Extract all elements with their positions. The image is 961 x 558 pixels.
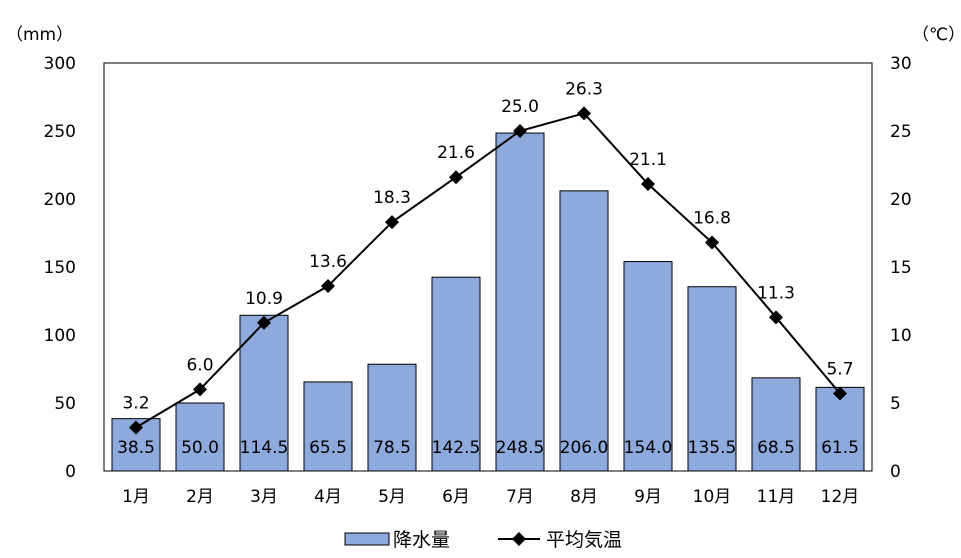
point-temperature: [193, 382, 207, 397]
bar-precipitation: [431, 276, 481, 472]
bar-precipitation: [559, 190, 609, 472]
point-value-label: 3.2: [122, 393, 149, 413]
point-value-label: 5.7: [826, 359, 853, 379]
x-tick-label: 12月: [821, 487, 860, 507]
bar-value-label: 206.0: [560, 438, 609, 458]
bar-precipitation: [239, 314, 289, 472]
bar-value-label: 61.5: [821, 438, 859, 458]
x-tick-label: 1月: [122, 487, 150, 507]
bar-value-label: 50.0: [181, 438, 219, 458]
point-temperature: [449, 170, 463, 185]
point-temperature: [129, 420, 143, 435]
bar-value-label: 154.0: [624, 438, 673, 458]
y-axis-right: 0 5 10 15 20 25 30: [890, 54, 912, 482]
point-value-label: 21.6: [437, 143, 475, 163]
point-temperature: [833, 386, 847, 401]
bar-value-label: 135.5: [688, 438, 737, 458]
y-axis-left-unit: （mm）: [6, 25, 73, 45]
y-right-tick-label: 10: [890, 326, 912, 346]
bar-value-label: 68.5: [757, 438, 795, 458]
point-value-label: 26.3: [565, 79, 603, 99]
x-tick-label: 9月: [634, 487, 662, 507]
x-tick-label: 8月: [570, 487, 598, 507]
bar-value-label: 78.5: [373, 438, 411, 458]
point-temperature: [257, 315, 271, 330]
bar-value-label: 142.5: [432, 438, 481, 458]
point-value-label: 18.3: [373, 188, 411, 208]
bar-precipitation: [495, 132, 545, 472]
point-value-label: 21.1: [629, 150, 667, 170]
y-left-tick-label: 200: [44, 190, 76, 210]
y-left-tick-label: 300: [44, 54, 76, 74]
legend-label-temperature: 平均気温: [546, 529, 622, 551]
y-left-tick-label: 250: [44, 122, 76, 142]
legend-swatch-bar: [344, 532, 390, 546]
y-right-tick-label: 25: [890, 122, 912, 142]
bar-value-label: 248.5: [496, 438, 545, 458]
point-temperature: [641, 177, 655, 192]
point-value-label: 16.8: [693, 209, 731, 229]
point-temperature: [577, 106, 591, 121]
x-tick-label: 11月: [757, 487, 796, 507]
bar-precipitation: [751, 377, 801, 472]
y-right-tick-label: 15: [890, 258, 912, 278]
y-left-tick-label: 150: [44, 258, 76, 278]
y-axis-left: 0 50 100 150 200 250 300: [44, 54, 76, 482]
point-value-label: 6.0: [186, 355, 213, 375]
x-tick-label: 5月: [378, 487, 406, 507]
point-temperature: [321, 279, 335, 294]
x-tick-label: 2月: [186, 487, 214, 507]
bar-value-label: 38.5: [117, 438, 155, 458]
y-right-tick-label: 20: [890, 190, 912, 210]
y-axis-right-unit: （℃）: [912, 25, 961, 45]
bar-value-label: 65.5: [309, 438, 347, 458]
y-right-tick-label: 0: [890, 462, 901, 482]
y-left-tick-label: 100: [44, 326, 76, 346]
legend-label-precipitation: 降水量: [393, 529, 450, 551]
point-temperature: [385, 215, 399, 230]
y-left-tick-label: 0: [65, 462, 76, 482]
line-temperature: [135, 112, 841, 429]
y-right-tick-label: 30: [890, 54, 912, 74]
x-tick-label: 4月: [314, 487, 342, 507]
point-value-label: 25.0: [501, 97, 539, 117]
point-temperature: [769, 310, 783, 325]
x-tick-label: 7月: [506, 487, 534, 507]
bar-labels-layer: 38.5 50.0 114.5 65.5 78.5 142.5 248.5 206.0 154.…: [117, 438, 859, 458]
point-temperature: [513, 124, 527, 138]
y-right-tick-label: 5: [890, 394, 901, 414]
bar-precipitation: [303, 381, 353, 472]
y-left-tick-label: 50: [54, 394, 76, 414]
bar-value-label: 114.5: [240, 438, 289, 458]
bars-layer: [111, 132, 865, 472]
legend-swatch-marker: [512, 532, 526, 546]
point-value-label: 10.9: [245, 289, 283, 309]
point-value-label: 13.6: [309, 252, 347, 272]
x-axis: 1月 2月 3月 4月 5月 6月 7月 8月 9月 10月 11月 12月: [122, 487, 859, 507]
x-tick-label: 6月: [442, 487, 470, 507]
bar-precipitation: [175, 402, 225, 472]
legend: 降水量 平均気温: [344, 529, 622, 551]
point-value-label: 11.3: [757, 283, 795, 303]
x-tick-label: 3月: [250, 487, 278, 507]
point-temperature: [705, 235, 719, 250]
bar-precipitation: [623, 261, 673, 472]
line-layer: 3.2 6.0 10.9 13.6 18.3 21.6 25.0 26.3 21.1 16.8 11…: [122, 79, 854, 435]
x-tick-label: 10月: [693, 487, 732, 507]
plot-frame: [103, 62, 873, 472]
bar-precipitation: [367, 363, 417, 472]
